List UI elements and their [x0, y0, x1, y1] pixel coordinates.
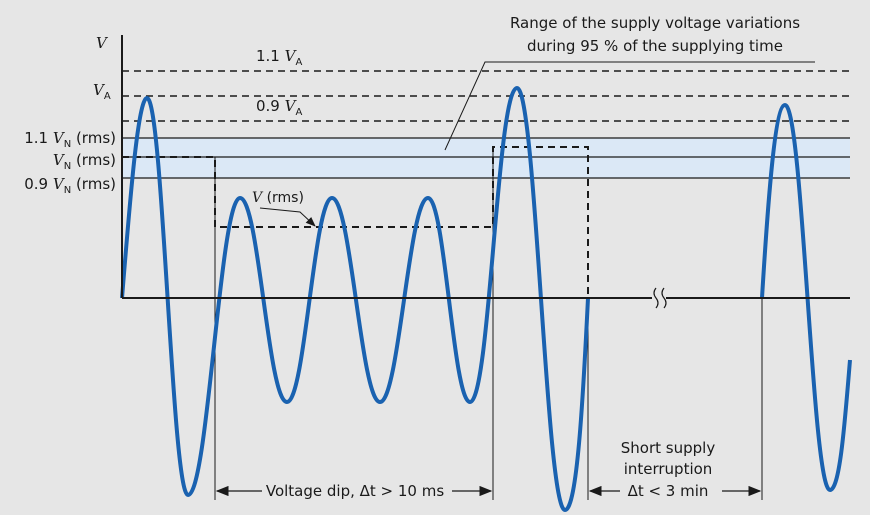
voltage-waveform	[120, 85, 852, 513]
text-part: (rms)	[71, 129, 116, 147]
range-leader	[444, 61, 815, 151]
text-part: N	[64, 161, 71, 172]
axes	[121, 35, 850, 299]
level-label: VN (rms)	[53, 151, 116, 172]
text-part: V	[285, 97, 298, 115]
level-label: 1.1 VN (rms)	[24, 129, 116, 150]
text-part: V	[252, 190, 264, 206]
text-part: V	[93, 81, 106, 99]
text-part: V	[53, 175, 66, 193]
level-label: 0.9 VA	[256, 97, 302, 118]
axis-break	[653, 287, 667, 309]
tolerance-band	[122, 138, 850, 178]
text-part: V	[285, 47, 298, 65]
text-part: 0.9	[256, 97, 285, 115]
rms-curve	[122, 146, 589, 298]
reference-lines	[122, 137, 850, 179]
text-part: A	[295, 107, 302, 118]
text-part: 1.1	[24, 129, 53, 147]
level-label: 0.9 VN (rms)	[24, 175, 116, 196]
axis-label: V	[96, 34, 109, 52]
text-part: V	[53, 129, 66, 147]
text-part: (rms)	[71, 151, 116, 169]
text-part: A	[295, 57, 302, 68]
text-part: (rms)	[262, 190, 304, 206]
dashed-levels	[122, 70, 850, 122]
text-part: 1.1	[256, 47, 285, 65]
text-part: 0.9	[24, 175, 53, 193]
range-note: Range of the supply voltage variations	[510, 14, 800, 32]
dip-label: Voltage dip, Δt > 10 ms	[266, 482, 444, 500]
text-part: N	[64, 139, 71, 150]
text-part: A	[104, 91, 111, 102]
range-note: during 95 % of the supplying time	[527, 37, 783, 55]
level-label: VA	[93, 81, 111, 102]
text-part: V	[53, 151, 66, 169]
text-part: (rms)	[71, 175, 116, 193]
interruption-label: interruption	[624, 460, 713, 478]
text-part: N	[64, 185, 71, 196]
rms-pointer	[259, 207, 316, 227]
interruption-label: Δt < 3 min	[628, 482, 709, 500]
interruption-label: Short supply	[621, 439, 716, 457]
rms-label: V (rms)	[252, 190, 304, 206]
level-label: 1.1 VA	[256, 47, 302, 68]
